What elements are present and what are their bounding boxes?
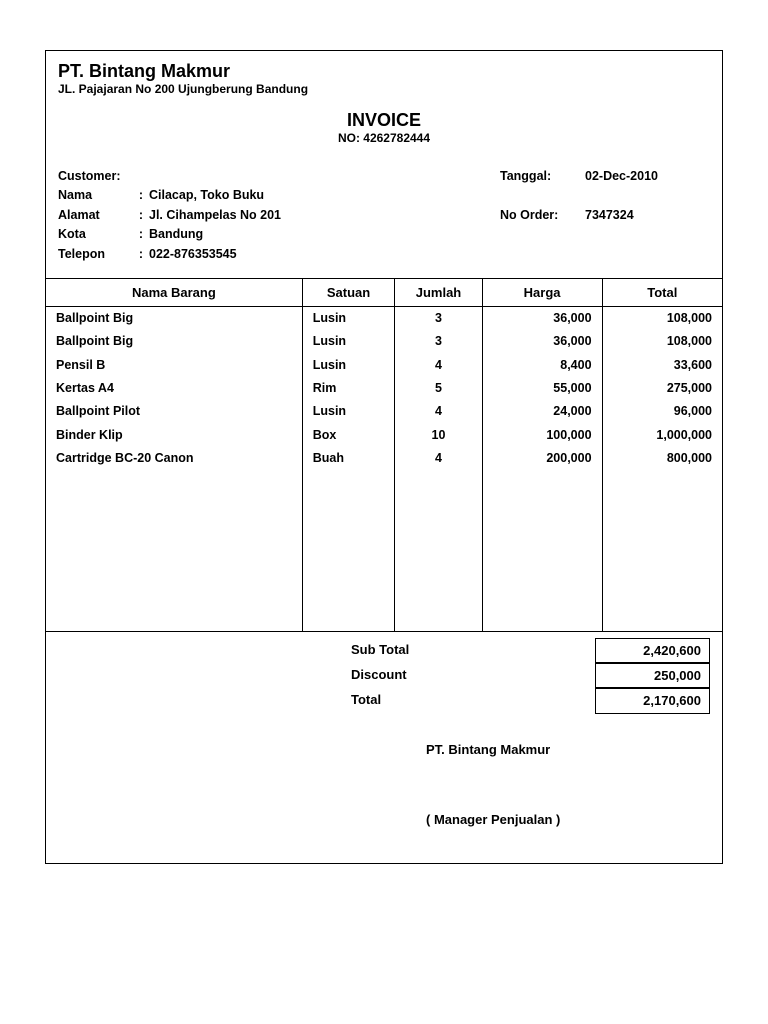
cell-harga: 36,000 — [482, 330, 602, 353]
table-row: Binder KlipBox10100,0001,000,000 — [46, 424, 722, 447]
customer-field-label: Nama — [58, 186, 133, 205]
invoice-box: PT. Bintang Makmur JL. Pajajaran No 200 … — [45, 50, 723, 864]
customer-field-value: Cilacap, Toko Buku — [149, 186, 500, 205]
cell-total: 96,000 — [602, 400, 722, 423]
invoice-title: INVOICE — [58, 110, 710, 131]
cell-satuan: Buah — [302, 447, 395, 470]
signature-block: PT. Bintang Makmur ( Manager Penjualan ) — [46, 714, 722, 857]
cell-jumlah: 4 — [395, 447, 482, 470]
table-row: Ballpoint BigLusin336,000108,000 — [46, 330, 722, 353]
invoice-number: NO: 4262782444 — [58, 131, 710, 145]
cell-jumlah: 3 — [395, 330, 482, 353]
col-jumlah: Jumlah — [395, 278, 482, 306]
subtotal-label: Sub Total — [351, 638, 491, 663]
items-table: Nama Barang Satuan Jumlah Harga Total Ba… — [46, 278, 722, 631]
signature-company: PT. Bintang Makmur — [426, 742, 722, 757]
cell-nama: Kertas A4 — [46, 377, 302, 400]
cell-satuan: Lusin — [302, 330, 395, 353]
company-address: JL. Pajajaran No 200 Ujungberung Bandung — [58, 82, 710, 96]
cell-nama: Ballpoint Big — [46, 330, 302, 353]
cell-harga: 200,000 — [482, 447, 602, 470]
cell-total: 275,000 — [602, 377, 722, 400]
table-row: Kertas A4Rim555,000275,000 — [46, 377, 722, 400]
cell-harga: 55,000 — [482, 377, 602, 400]
discount-label: Discount — [351, 663, 491, 688]
cell-jumlah: 4 — [395, 400, 482, 423]
invoice-header: PT. Bintang Makmur JL. Pajajaran No 200 … — [46, 51, 722, 270]
order-no-value: 7347324 — [585, 206, 710, 225]
cell-jumlah: 3 — [395, 306, 482, 330]
total-value: 2,170,600 — [595, 688, 710, 713]
cell-jumlah: 5 — [395, 377, 482, 400]
meta-block: Customer: Nama:Cilacap, Toko BukuAlamat:… — [58, 167, 710, 264]
cell-nama: Binder Klip — [46, 424, 302, 447]
cell-satuan: Rim — [302, 377, 395, 400]
customer-row: Nama:Cilacap, Toko Buku — [58, 186, 500, 205]
cell-nama: Ballpoint Pilot — [46, 400, 302, 423]
customer-block: Customer: Nama:Cilacap, Toko BukuAlamat:… — [58, 167, 500, 264]
customer-field-value: 022-876353545 — [149, 245, 500, 264]
date-label: Tanggal: — [500, 167, 585, 186]
cell-total: 1,000,000 — [602, 424, 722, 447]
cell-harga: 8,400 — [482, 354, 602, 377]
cell-satuan: Lusin — [302, 400, 395, 423]
col-harga: Harga — [482, 278, 602, 306]
order-no-label: No Order: — [500, 206, 585, 225]
cell-total: 800,000 — [602, 447, 722, 470]
subtotal-value: 2,420,600 — [595, 638, 710, 663]
cell-harga: 24,000 — [482, 400, 602, 423]
customer-field-label: Telepon — [58, 245, 133, 264]
totals-block: Sub Total 2,420,600 Discount 250,000 Tot… — [46, 631, 722, 863]
customer-row: Telepon:022-876353545 — [58, 245, 500, 264]
cell-total: 33,600 — [602, 354, 722, 377]
customer-field-value: Jl. Cihampelas No 201 — [149, 206, 500, 225]
signature-role: ( Manager Penjualan ) — [426, 812, 722, 827]
table-row: Pensil BLusin48,40033,600 — [46, 354, 722, 377]
col-nama: Nama Barang — [46, 278, 302, 306]
table-header-row: Nama Barang Satuan Jumlah Harga Total — [46, 278, 722, 306]
customer-field-value: Bandung — [149, 225, 500, 244]
cell-harga: 100,000 — [482, 424, 602, 447]
company-name: PT. Bintang Makmur — [58, 61, 710, 82]
cell-jumlah: 4 — [395, 354, 482, 377]
discount-value: 250,000 — [595, 663, 710, 688]
cell-total: 108,000 — [602, 306, 722, 330]
cell-nama: Cartridge BC-20 Canon — [46, 447, 302, 470]
customer-field-label: Kota — [58, 225, 133, 244]
date-value: 02-Dec-2010 — [585, 167, 710, 186]
table-row: Ballpoint BigLusin336,000108,000 — [46, 306, 722, 330]
cell-satuan: Box — [302, 424, 395, 447]
total-label: Total — [351, 688, 491, 713]
cell-satuan: Lusin — [302, 306, 395, 330]
table-row: Cartridge BC-20 CanonBuah4200,000800,000 — [46, 447, 722, 470]
customer-row: Kota:Bandung — [58, 225, 500, 244]
order-block: Tanggal: 02-Dec-2010 No Order: 7347324 — [500, 167, 710, 264]
cell-satuan: Lusin — [302, 354, 395, 377]
cell-jumlah: 10 — [395, 424, 482, 447]
customer-field-label: Alamat — [58, 206, 133, 225]
col-satuan: Satuan — [302, 278, 395, 306]
customer-heading: Customer: — [58, 167, 133, 186]
col-total: Total — [602, 278, 722, 306]
cell-total: 108,000 — [602, 330, 722, 353]
cell-nama: Ballpoint Big — [46, 306, 302, 330]
customer-row: Alamat:Jl. Cihampelas No 201 — [58, 206, 500, 225]
cell-harga: 36,000 — [482, 306, 602, 330]
cell-nama: Pensil B — [46, 354, 302, 377]
table-row: Ballpoint PilotLusin424,00096,000 — [46, 400, 722, 423]
